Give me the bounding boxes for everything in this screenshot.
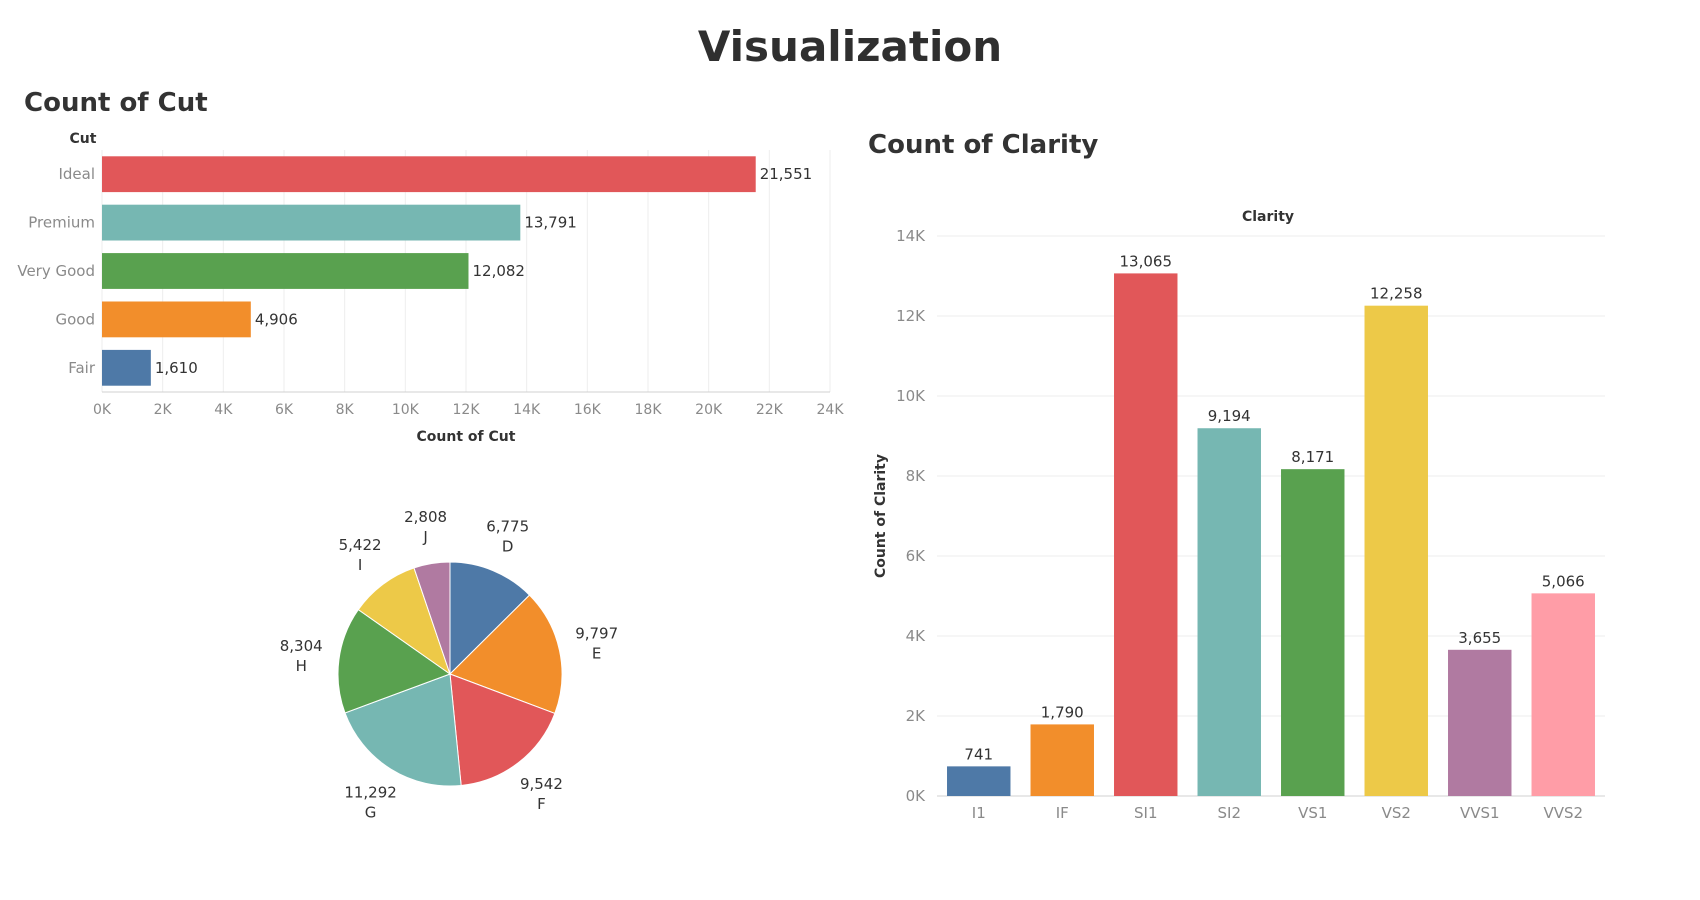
cut-bar	[102, 349, 151, 386]
pie-category-label: J	[422, 528, 427, 546]
cut-bar	[102, 253, 469, 289]
cut-x-tick-label: 16K	[574, 402, 602, 418]
cut-category-label: Very Good	[17, 262, 95, 280]
clarity-category-label: SI2	[1218, 804, 1242, 822]
clarity-category-label: IF	[1056, 804, 1069, 822]
pie-slice	[337, 608, 452, 714]
pie-category-label: H	[296, 657, 307, 675]
pie-category-label: E	[592, 645, 601, 663]
clarity-bar	[1281, 469, 1345, 796]
clarity-y-tick-label: 10K	[896, 387, 926, 405]
cut-x-tick-label: 14K	[513, 402, 541, 418]
pie-value-label: 9,797	[575, 625, 618, 643]
cut-data-label: 12,082	[472, 262, 524, 280]
cut-bar	[102, 204, 521, 241]
clarity-data-label: 8,171	[1291, 448, 1334, 466]
clarity-data-label: 13,065	[1120, 252, 1173, 270]
cut-x-axis-title: Count of Cut	[417, 429, 516, 445]
clarity-data-label: 9,194	[1208, 407, 1251, 425]
pie-value-label: 9,542	[520, 775, 563, 793]
cut-data-label: 1,610	[155, 359, 198, 377]
pie-slice	[449, 673, 556, 786]
clarity-y-tick-label: 6K	[906, 547, 927, 565]
clarity-bar	[947, 766, 1011, 796]
cut-x-tick-label: 24K	[817, 402, 845, 418]
cut-y-axis-title: Cut	[70, 131, 97, 147]
cut-x-tick-label: 18K	[635, 402, 663, 418]
pie-value-label: 6,775	[486, 518, 529, 536]
pie-category-label: D	[502, 538, 514, 556]
cut-x-tick-label: 20K	[695, 402, 723, 418]
cut-x-tick-label: 12K	[453, 402, 481, 418]
clarity-category-label: VVS1	[1460, 804, 1500, 822]
cut-chart-title: Count of Cut	[24, 88, 208, 118]
cut-x-tick-label: 4K	[214, 402, 233, 418]
cut-bar	[102, 301, 251, 338]
cut-x-tick-label: 0K	[93, 402, 112, 418]
cut-category-label: Ideal	[58, 165, 95, 183]
clarity-data-label: 1,790	[1041, 703, 1084, 721]
clarity-y-tick-label: 8K	[906, 467, 927, 485]
clarity-y-axis-title: Count of Clarity	[873, 454, 889, 578]
pie-slice	[344, 673, 462, 787]
pie-slice	[413, 561, 451, 675]
clarity-bar	[1030, 724, 1094, 796]
cut-bar	[102, 156, 756, 193]
pie-value-label: 8,304	[280, 637, 323, 655]
page-title: Visualization	[697, 22, 1003, 71]
cut-x-tick-label: 6K	[275, 402, 294, 418]
clarity-y-tick-label: 0K	[906, 787, 927, 805]
pie-slice	[449, 594, 563, 715]
clarity-category-label: VS1	[1298, 804, 1327, 822]
cut-x-tick-label: 8K	[336, 402, 355, 418]
cut-data-label: 4,906	[255, 310, 298, 328]
clarity-x-axis-title: Clarity	[1242, 209, 1294, 225]
clarity-bar	[1364, 305, 1428, 796]
clarity-y-tick-label: 2K	[906, 707, 927, 725]
clarity-data-label: 12,258	[1370, 285, 1423, 303]
clarity-category-label: I1	[972, 804, 986, 822]
clarity-data-label: 741	[964, 745, 993, 763]
clarity-category-label: VS2	[1382, 804, 1411, 822]
cut-x-tick-label: 2K	[154, 402, 173, 418]
pie-value-label: 5,422	[339, 536, 382, 554]
pie-category-label: F	[537, 795, 546, 813]
cut-data-label: 21,551	[760, 165, 813, 183]
clarity-y-tick-label: 4K	[906, 627, 927, 645]
cut-data-label: 13,791	[524, 214, 577, 232]
clarity-data-label: 3,655	[1458, 629, 1501, 647]
pie-value-label: 2,808	[404, 508, 447, 526]
cut-category-label: Fair	[68, 359, 96, 377]
clarity-bar	[1531, 593, 1595, 796]
clarity-bar	[1197, 428, 1261, 796]
pie-category-label: G	[365, 803, 377, 821]
clarity-category-label: VVS2	[1543, 804, 1583, 822]
cut-x-tick-label: 10K	[392, 402, 420, 418]
clarity-category-label: SI1	[1134, 804, 1158, 822]
clarity-y-tick-label: 14K	[896, 227, 926, 245]
pie-slice	[357, 567, 451, 676]
clarity-chart-title: Count of Clarity	[868, 130, 1099, 160]
clarity-bar	[1114, 273, 1178, 796]
pie-slice	[449, 561, 531, 676]
pie-value-label: 11,292	[344, 783, 397, 801]
clarity-data-label: 5,066	[1542, 572, 1585, 590]
pie-category-label: I	[358, 556, 362, 574]
cut-x-tick-label: 22K	[756, 402, 784, 418]
clarity-y-tick-label: 12K	[896, 307, 926, 325]
cut-category-label: Good	[56, 310, 96, 328]
cut-category-label: Premium	[28, 214, 95, 232]
clarity-bar	[1448, 649, 1512, 796]
